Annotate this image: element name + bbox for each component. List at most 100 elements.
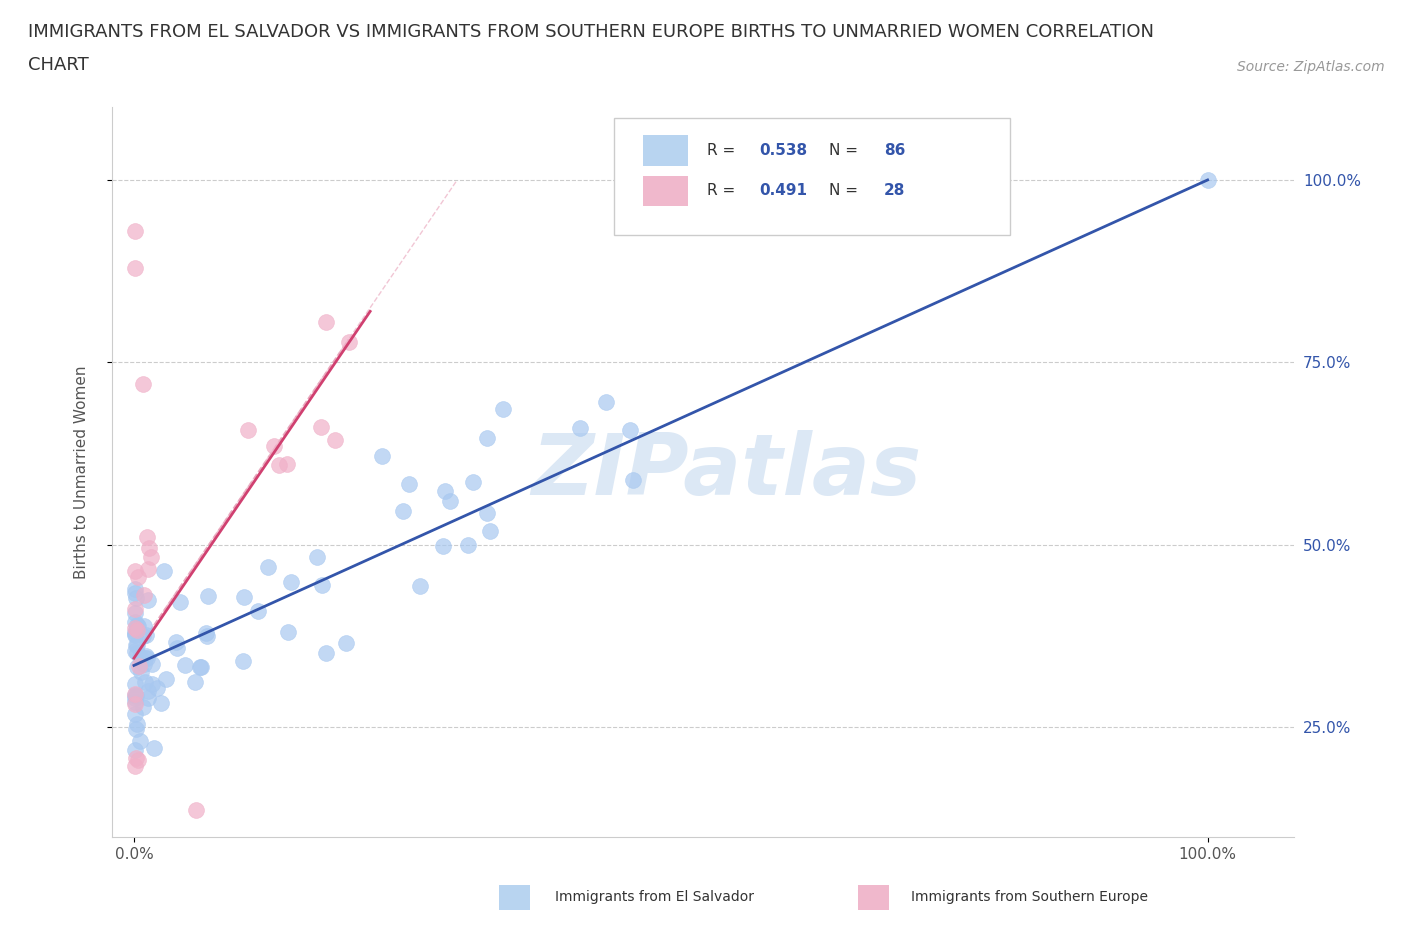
Text: Source: ZipAtlas.com: Source: ZipAtlas.com (1237, 60, 1385, 74)
Point (124, 644, 146, 658)
Point (150, 696, 173, 711)
Point (132, 629, 155, 644)
Point (127, 569, 149, 584)
Point (124, 627, 146, 642)
Point (135, 648, 157, 663)
Point (124, 697, 146, 711)
Point (136, 529, 159, 544)
Point (124, 564, 146, 578)
Point (134, 587, 156, 602)
Point (619, 423, 641, 438)
Point (307, 550, 329, 565)
Point (124, 695, 146, 710)
Point (461, 475, 484, 490)
Point (136, 690, 159, 705)
Point (311, 578, 333, 592)
Text: Immigrants from Southern Europe: Immigrants from Southern Europe (911, 890, 1149, 905)
Point (124, 602, 146, 617)
Point (124, 614, 146, 629)
Point (1197, 173, 1219, 188)
Point (183, 675, 205, 690)
Point (125, 751, 148, 765)
Point (173, 658, 195, 672)
Point (315, 645, 337, 660)
Point (125, 722, 148, 737)
Point (124, 742, 146, 757)
Point (409, 578, 432, 593)
Point (125, 659, 148, 674)
Point (135, 651, 157, 666)
Point (127, 638, 149, 653)
Point (475, 431, 498, 445)
Point (479, 524, 502, 538)
Point (127, 618, 149, 633)
Point (141, 657, 163, 671)
Text: 28: 28 (884, 183, 905, 198)
Text: R =: R = (707, 143, 740, 158)
Point (128, 658, 150, 673)
Point (136, 592, 159, 607)
Point (623, 472, 645, 487)
Point (323, 433, 346, 448)
Point (125, 688, 148, 703)
Point (475, 505, 498, 520)
Point (124, 707, 146, 722)
Point (124, 686, 146, 701)
Point (432, 539, 454, 554)
Point (569, 420, 592, 435)
Point (398, 477, 420, 492)
Point (169, 594, 191, 609)
Point (125, 716, 148, 731)
Point (232, 654, 254, 669)
Point (309, 419, 332, 434)
Point (190, 659, 212, 674)
Text: Immigrants from El Salvador: Immigrants from El Salvador (555, 890, 755, 905)
Point (134, 618, 156, 633)
Text: R =: R = (707, 183, 740, 198)
Y-axis label: Births to Unmarried Women: Births to Unmarried Women (75, 365, 89, 578)
Point (139, 550, 162, 565)
Point (124, 759, 146, 774)
Point (124, 625, 146, 640)
Text: 0.538: 0.538 (759, 143, 808, 158)
Point (127, 752, 149, 767)
Text: N =: N = (830, 143, 863, 158)
Point (124, 585, 146, 600)
Point (257, 560, 280, 575)
Point (125, 623, 148, 638)
Point (434, 484, 457, 498)
Point (276, 457, 298, 472)
Text: 86: 86 (884, 143, 905, 158)
Point (127, 618, 149, 632)
Point (337, 334, 360, 349)
Point (439, 493, 461, 508)
Text: ZIPatlas: ZIPatlas (531, 431, 922, 513)
Point (124, 690, 146, 705)
Point (132, 700, 155, 715)
Point (195, 626, 218, 641)
Point (190, 660, 212, 675)
Point (155, 671, 177, 686)
Point (134, 651, 156, 666)
Text: CHART: CHART (28, 56, 89, 73)
Point (132, 657, 155, 671)
Point (595, 394, 617, 409)
Point (236, 423, 259, 438)
Point (124, 260, 146, 275)
Point (335, 635, 357, 650)
Point (492, 402, 515, 417)
Point (136, 684, 159, 698)
Point (141, 676, 163, 691)
Text: IMMIGRANTS FROM EL SALVADOR VS IMMIGRANTS FROM SOUTHERN EUROPE BIRTHS TO UNMARRI: IMMIGRANTS FROM EL SALVADOR VS IMMIGRANT… (28, 23, 1154, 41)
Point (124, 605, 146, 620)
Point (184, 803, 207, 817)
Point (280, 575, 302, 590)
Point (128, 650, 150, 665)
Point (138, 540, 160, 555)
Point (125, 591, 148, 605)
Point (129, 734, 152, 749)
Point (135, 627, 157, 642)
FancyBboxPatch shape (643, 136, 688, 166)
Point (124, 626, 146, 641)
Point (152, 563, 174, 578)
